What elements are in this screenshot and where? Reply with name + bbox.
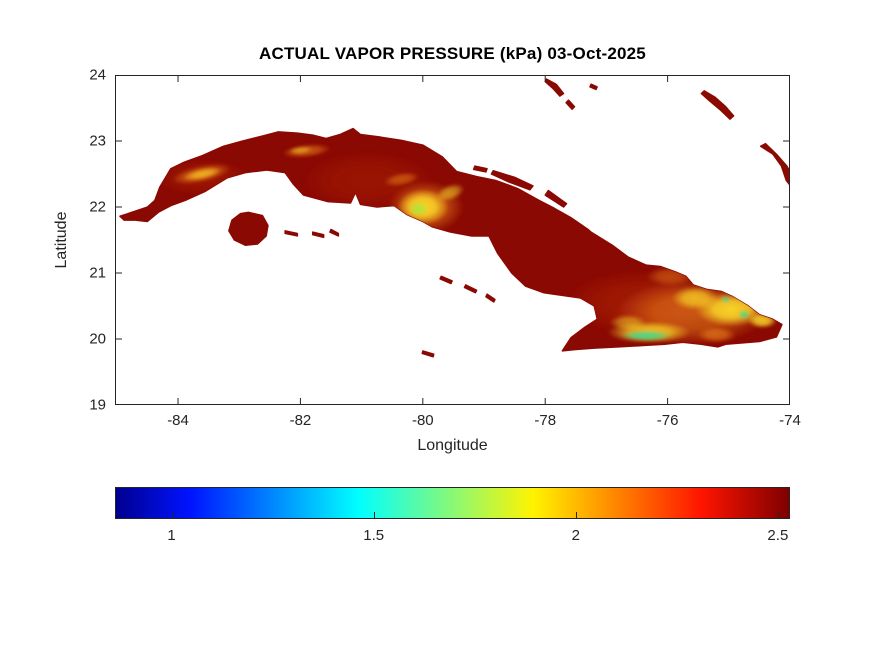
chart-title: ACTUAL VAPOR PRESSURE (kPa) 03-Oct-2025 — [259, 44, 646, 63]
vapor-pressure-map — [115, 74, 796, 406]
x-tick-label: -78 — [534, 412, 557, 429]
land-bahamas-crooked-acklins — [759, 142, 796, 191]
colorbar-tick-label: 2.5 — [767, 527, 789, 544]
land-cay-canarreos-3 — [329, 228, 340, 237]
anomaly-lime — [409, 202, 428, 216]
land-cay-canarreos-2 — [312, 231, 325, 239]
land-cay-canarreos-1 — [284, 230, 299, 237]
land-cay-jardines-3 — [485, 293, 496, 303]
anomaly-yellow — [436, 183, 465, 202]
land-cay-coco-chain — [490, 170, 534, 191]
anomaly-green — [620, 330, 672, 341]
land-bahamas-islet-2 — [589, 83, 598, 91]
anomaly-orange — [383, 172, 420, 187]
colorbar-tick-label: 1.5 — [363, 527, 385, 544]
y-tick-label: 20 — [89, 330, 106, 348]
colorbar-tick-mark — [171, 512, 173, 518]
y-tick-label: 23 — [89, 132, 106, 150]
land-bahamas-islet-1 — [565, 99, 576, 110]
land-isla-de-la-juventud — [228, 211, 269, 246]
land-bahamas-andros-south — [544, 78, 565, 97]
land-cay-romano — [544, 189, 568, 208]
x-axis-label: Longitude — [417, 437, 488, 454]
anomaly-yellow — [671, 286, 719, 310]
land-cay-santa-maria — [472, 165, 488, 173]
y-tick-label: 21 — [89, 264, 106, 282]
land-bahamas-long-island — [700, 90, 735, 120]
anomaly-green — [720, 295, 731, 304]
y-tick-label: 24 — [89, 66, 106, 84]
colorbar — [115, 487, 790, 519]
map-plot-area — [115, 74, 796, 406]
y-tick-label: 22 — [89, 198, 106, 216]
y-axis-label: Latitude — [53, 211, 70, 269]
x-tick-label: -80 — [411, 412, 434, 429]
anomaly-yellow — [609, 314, 647, 331]
land-cay-jardines-1 — [439, 275, 453, 285]
x-tick-label: -74 — [779, 412, 801, 429]
x-tick-label: -76 — [656, 412, 679, 429]
colorbar-tick-mark — [373, 512, 375, 518]
colorbar-tick-mark — [575, 512, 577, 518]
land-cay-jardines-2 — [463, 284, 478, 294]
colorbar-tick-label: 1 — [167, 527, 176, 544]
y-tick-label: 19 — [89, 396, 106, 414]
anomaly-orange — [697, 327, 737, 343]
colorbar-tick-mark — [777, 512, 779, 518]
x-tick-label: -82 — [289, 412, 312, 429]
anomaly-yellow — [183, 167, 222, 181]
anomaly-green — [738, 310, 751, 320]
axes-box — [115, 75, 790, 405]
colorbar-tick-label: 2 — [571, 527, 580, 544]
land-cayman-islets — [421, 350, 435, 358]
x-tick-label: -84 — [167, 412, 189, 429]
anomaly-orange — [646, 266, 696, 287]
anomaly-yellow — [288, 146, 313, 155]
